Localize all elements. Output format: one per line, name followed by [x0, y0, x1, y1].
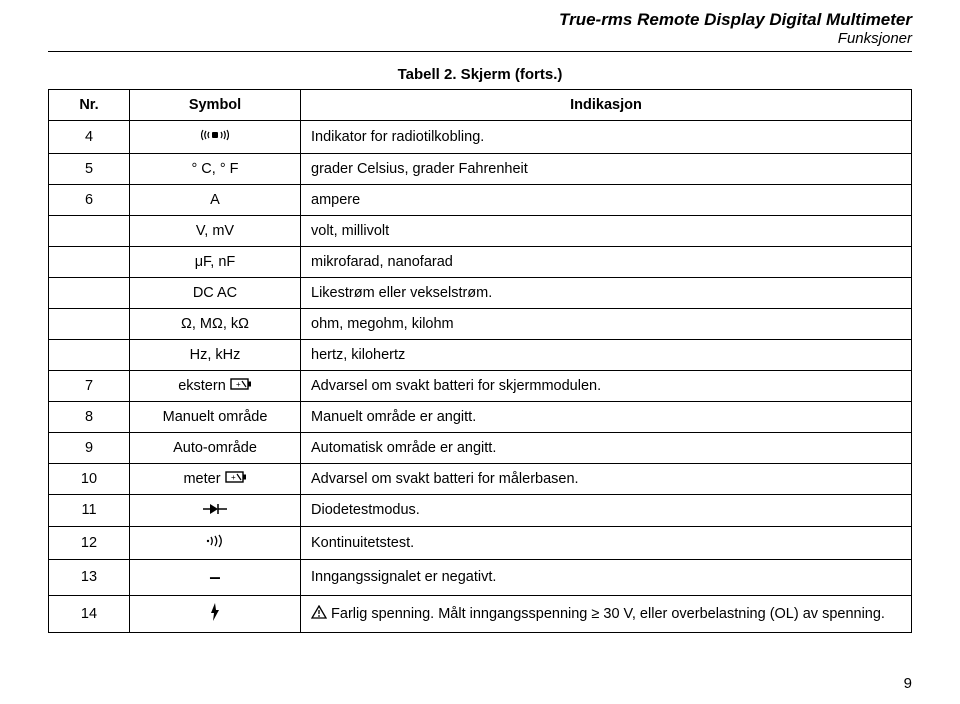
cell-symbol: Auto-område — [130, 433, 301, 464]
cell-indication: Likestrøm eller vekselstrøm. — [301, 278, 912, 309]
cell-symbol — [130, 495, 301, 526]
cell-indication: Advarsel om svakt batteri for skjermmodu… — [301, 371, 912, 402]
cell-nr: 7 — [49, 371, 130, 402]
table-row: 11 Diodetestmodus. — [49, 495, 912, 526]
cell-nr: 10 — [49, 464, 130, 495]
cell-nr: 4 — [49, 121, 130, 154]
cell-symbol: μF, nF — [130, 247, 301, 278]
cell-symbol: ° C, ° F — [130, 154, 301, 185]
cell-nr-empty — [49, 340, 130, 371]
svg-text:+: + — [231, 473, 236, 482]
cell-nr: 9 — [49, 433, 130, 464]
cell-symbol: ‒ — [130, 559, 301, 595]
cell-symbol — [130, 526, 301, 559]
cell-nr-empty — [49, 278, 130, 309]
symbol-prefix: meter — [183, 471, 224, 487]
cell-symbol: V, mV — [130, 216, 301, 247]
table-row: 12 Kontinuitetstest. — [49, 526, 912, 559]
cell-indication: Advarsel om svakt batteri for målerbasen… — [301, 464, 912, 495]
table-row: 8 Manuelt område Manuelt område er angit… — [49, 402, 912, 433]
cell-symbol: DC AC — [130, 278, 301, 309]
cell-symbol: Ω, MΩ, kΩ — [130, 309, 301, 340]
cell-nr: 11 — [49, 495, 130, 526]
cell-indication: ohm, megohm, kilohm — [301, 309, 912, 340]
cell-symbol: ekstern + — [130, 371, 301, 402]
header-rule — [48, 51, 912, 52]
radio-icon — [201, 128, 229, 146]
cell-nr: 5 — [49, 154, 130, 185]
cell-indication: ampere — [301, 185, 912, 216]
table-row: μF, nF mikrofarad, nanofarad — [49, 247, 912, 278]
cell-indication: Inngangssignalet er negativt. — [301, 559, 912, 595]
cell-symbol: A — [130, 185, 301, 216]
table-row: 5 ° C, ° F grader Celsius, grader Fahren… — [49, 154, 912, 185]
table-row: 13 ‒ Inngangssignalet er negativt. — [49, 559, 912, 595]
cell-symbol: Manuelt område — [130, 402, 301, 433]
battery-icon: + — [225, 471, 247, 487]
cell-indication: Kontinuitetstest. — [301, 526, 912, 559]
cell-indication: hertz, kilohertz — [301, 340, 912, 371]
table-row: V, mV volt, millivolt — [49, 216, 912, 247]
cell-nr-empty — [49, 309, 130, 340]
table-row: 7 ekstern + Advarsel om svakt batteri fo… — [49, 371, 912, 402]
cell-nr-empty — [49, 247, 130, 278]
table-row: 4 Indikator for radiotilkobling. — [49, 121, 912, 154]
cell-nr: 13 — [49, 559, 130, 595]
col-header-symbol: Symbol — [130, 90, 301, 121]
cell-indication: volt, millivolt — [301, 216, 912, 247]
symbol-prefix: ekstern — [178, 378, 230, 394]
table-row: 14 Farlig spenning. Målt inngangsspennin… — [49, 595, 912, 632]
indication-text: Farlig spenning. Målt inngangsspenning ≥… — [327, 605, 885, 621]
cell-nr: 14 — [49, 595, 130, 632]
display-table: Nr. Symbol Indikasjon 4 Indikator for ra… — [48, 89, 912, 633]
table-row: Hz, kHz hertz, kilohertz — [49, 340, 912, 371]
cell-nr-empty — [49, 216, 130, 247]
svg-text:+: + — [236, 380, 241, 389]
warning-icon — [311, 605, 327, 623]
continuity-icon — [205, 534, 225, 552]
page-number: 9 — [904, 675, 912, 692]
col-header-indication: Indikasjon — [301, 90, 912, 121]
col-header-nr: Nr. — [49, 90, 130, 121]
cell-indication: Farlig spenning. Målt inngangsspenning ≥… — [301, 595, 912, 632]
cell-indication: Indikator for radiotilkobling. — [301, 121, 912, 154]
table-caption: Tabell 2. Skjerm (forts.) — [0, 66, 960, 83]
cell-indication: mikrofarad, nanofarad — [301, 247, 912, 278]
cell-symbol: Hz, kHz — [130, 340, 301, 371]
table-row: 10 meter + Advarsel om svakt batteri for… — [49, 464, 912, 495]
cell-indication: Manuelt område er angitt. — [301, 402, 912, 433]
table-header-row: Nr. Symbol Indikasjon — [49, 90, 912, 121]
cell-nr: 6 — [49, 185, 130, 216]
table-row: 9 Auto-område Automatisk område er angit… — [49, 433, 912, 464]
table-row: DC AC Likestrøm eller vekselstrøm. — [49, 278, 912, 309]
table-row: 6 A ampere — [49, 185, 912, 216]
battery-icon: + — [230, 378, 252, 394]
cell-symbol: meter + — [130, 464, 301, 495]
cell-symbol — [130, 121, 301, 154]
page-header: True-rms Remote Display Digital Multimet… — [0, 0, 960, 47]
cell-indication: grader Celsius, grader Fahrenheit — [301, 154, 912, 185]
cell-indication: Diodetestmodus. — [301, 495, 912, 526]
bolt-icon — [209, 603, 221, 625]
header-subtitle: Funksjoner — [48, 30, 912, 47]
diode-icon — [203, 503, 227, 519]
cell-indication: Automatisk område er angitt. — [301, 433, 912, 464]
table-row: Ω, MΩ, kΩ ohm, megohm, kilohm — [49, 309, 912, 340]
cell-symbol — [130, 595, 301, 632]
header-title: True-rms Remote Display Digital Multimet… — [48, 10, 912, 30]
cell-nr: 12 — [49, 526, 130, 559]
cell-nr: 8 — [49, 402, 130, 433]
